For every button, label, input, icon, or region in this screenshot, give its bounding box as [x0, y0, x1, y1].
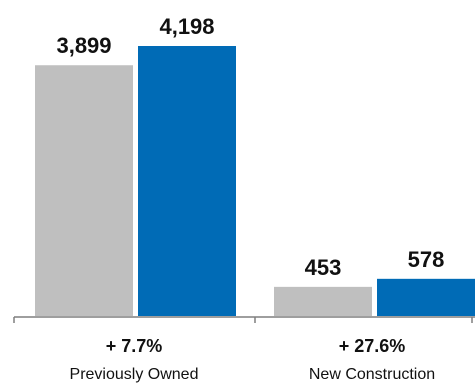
value-label-2-series-1: 453: [305, 255, 342, 280]
change-label-2: + 27.6%: [339, 336, 406, 356]
category-label-2: New Construction: [309, 366, 435, 383]
value-label-1-series-1: 3,899: [56, 33, 111, 58]
value-label-1-series-2: 4,198: [159, 14, 214, 39]
bar-1-series-2: [138, 46, 236, 316]
bar-2-series-1: [274, 286, 372, 316]
category-label-1: Previously Owned: [70, 366, 199, 383]
bar-1-series-1: [35, 65, 133, 316]
bar-2-series-2: [377, 278, 475, 316]
value-label-2-series-2: 578: [408, 247, 445, 272]
change-label-1: + 7.7%: [106, 336, 163, 356]
